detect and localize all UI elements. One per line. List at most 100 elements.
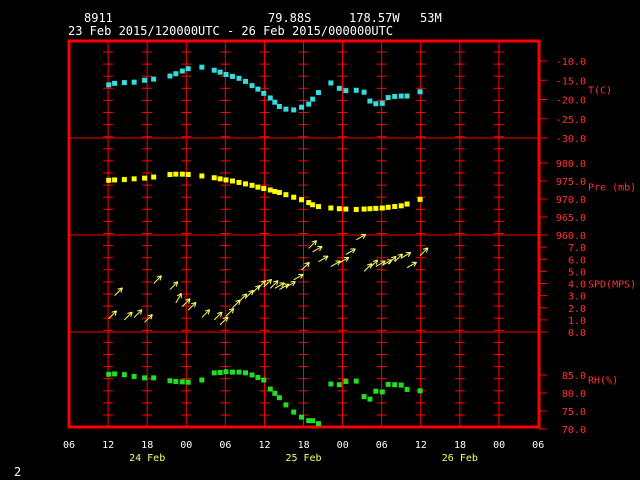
wind-arrow-shaft	[308, 240, 317, 249]
data-point	[131, 79, 137, 85]
panel-name: SPD(MPS)	[588, 280, 636, 291]
x-tick-label: 12	[102, 440, 114, 451]
data-point	[306, 200, 312, 206]
wind-arrow-head	[394, 256, 397, 262]
data-point	[392, 382, 398, 388]
wind-arrow-head	[362, 234, 367, 239]
y-tick-label: 85.0	[562, 371, 586, 382]
data-point	[167, 172, 173, 178]
day-label: 25 Feb	[285, 453, 321, 464]
data-point	[261, 186, 267, 192]
wind-arrow-shaft	[274, 282, 285, 289]
wind-arrow-head	[273, 280, 279, 283]
data-point	[353, 87, 359, 93]
data-point	[243, 181, 249, 187]
x-tick-label: 06	[63, 440, 75, 451]
data-point	[310, 202, 316, 208]
data-point	[106, 371, 112, 377]
wind-arrow-head	[217, 311, 223, 314]
data-point	[131, 176, 137, 182]
data-point	[261, 90, 267, 96]
y-tick-label: 2.0	[568, 304, 586, 315]
wind-arrow-shaft	[133, 309, 143, 318]
data-point	[223, 369, 229, 375]
data-point	[361, 394, 367, 400]
data-point	[299, 197, 305, 203]
x-tick-label: 18	[141, 440, 153, 451]
wind-arrow-head	[307, 262, 310, 268]
wind-arrow-shaft	[330, 260, 341, 267]
wind-arrow-shaft	[406, 261, 417, 269]
data-point	[315, 421, 321, 427]
data-point	[106, 177, 112, 183]
wind-arrow-head	[220, 311, 223, 318]
data-point	[173, 378, 179, 384]
data-point	[283, 192, 289, 198]
data-point	[276, 103, 282, 109]
data-point	[121, 80, 127, 86]
data-point	[185, 172, 191, 178]
wind-arrow-head	[292, 281, 296, 287]
x-tick-label: 18	[454, 440, 466, 451]
data-point	[336, 206, 342, 212]
wind-arrow-shaft	[356, 233, 367, 241]
wind-arrow-head	[226, 316, 229, 322]
wind-arrow-head	[266, 278, 272, 282]
wind-arrow-head	[248, 289, 254, 293]
wind-arrow-shaft	[345, 248, 356, 255]
y-tick-label: 965.0	[556, 213, 586, 224]
wind-arrow-shaft	[269, 280, 279, 289]
wind-arrow-head	[263, 280, 267, 286]
latitude: 79.88S	[268, 11, 312, 25]
y-tick-label: -20.0	[556, 96, 586, 107]
data-point	[106, 82, 112, 88]
wind-arrow-shaft	[363, 263, 373, 272]
wind-arrow-shaft	[181, 298, 191, 307]
wind-arrow-head	[188, 298, 191, 304]
data-point	[199, 173, 205, 179]
wind-arrow-shaft	[369, 259, 379, 269]
wind-arrow-shaft	[245, 289, 254, 299]
x-tick-label: 12	[258, 440, 270, 451]
wind-arrow-shaft	[382, 259, 393, 266]
data-point	[310, 96, 316, 102]
x-tick-label: 00	[180, 440, 192, 451]
x-tick-label: 00	[337, 440, 349, 451]
data-point	[276, 395, 282, 401]
wind-arrow-head	[111, 310, 117, 313]
data-point	[249, 83, 255, 89]
data-point	[328, 381, 334, 387]
longitude: 178.57W	[349, 11, 400, 25]
wind-arrow-head	[194, 302, 197, 308]
x-tick-label: 18	[298, 440, 310, 451]
plot-frame	[67, 39, 541, 429]
wind-arrow-shaft	[263, 279, 272, 288]
data-point	[328, 80, 334, 86]
wind-arrow-head	[425, 247, 429, 253]
data-point	[272, 99, 278, 105]
wind-arrow-head	[254, 284, 260, 288]
data-point	[306, 418, 312, 424]
data-point	[417, 196, 423, 202]
data-point	[261, 377, 267, 383]
y-tick-label: 975.0	[556, 177, 586, 188]
data-point	[151, 76, 157, 82]
data-point	[272, 188, 278, 194]
station-id: 8911	[84, 11, 113, 25]
wind-arrow-head	[391, 255, 397, 259]
wind-arrow-shaft	[419, 247, 429, 256]
wind-arrow-head	[136, 309, 143, 312]
data-point	[310, 418, 316, 424]
wind-arrow-head	[228, 307, 234, 311]
wind-arrow-head	[235, 299, 241, 302]
data-point	[229, 178, 235, 184]
y-tick-label: 4.0	[568, 280, 586, 291]
wind-arrow-shaft	[114, 287, 123, 296]
wind-arrow-shaft	[153, 275, 162, 284]
wind-arrow-head	[397, 253, 403, 256]
time-range: 23 Feb 2015/120000UTC - 26 Feb 2015/0000…	[68, 24, 394, 38]
data-point	[315, 204, 321, 210]
data-point	[236, 75, 242, 81]
day-label: 24 Feb	[129, 453, 165, 464]
data-point	[217, 369, 223, 375]
